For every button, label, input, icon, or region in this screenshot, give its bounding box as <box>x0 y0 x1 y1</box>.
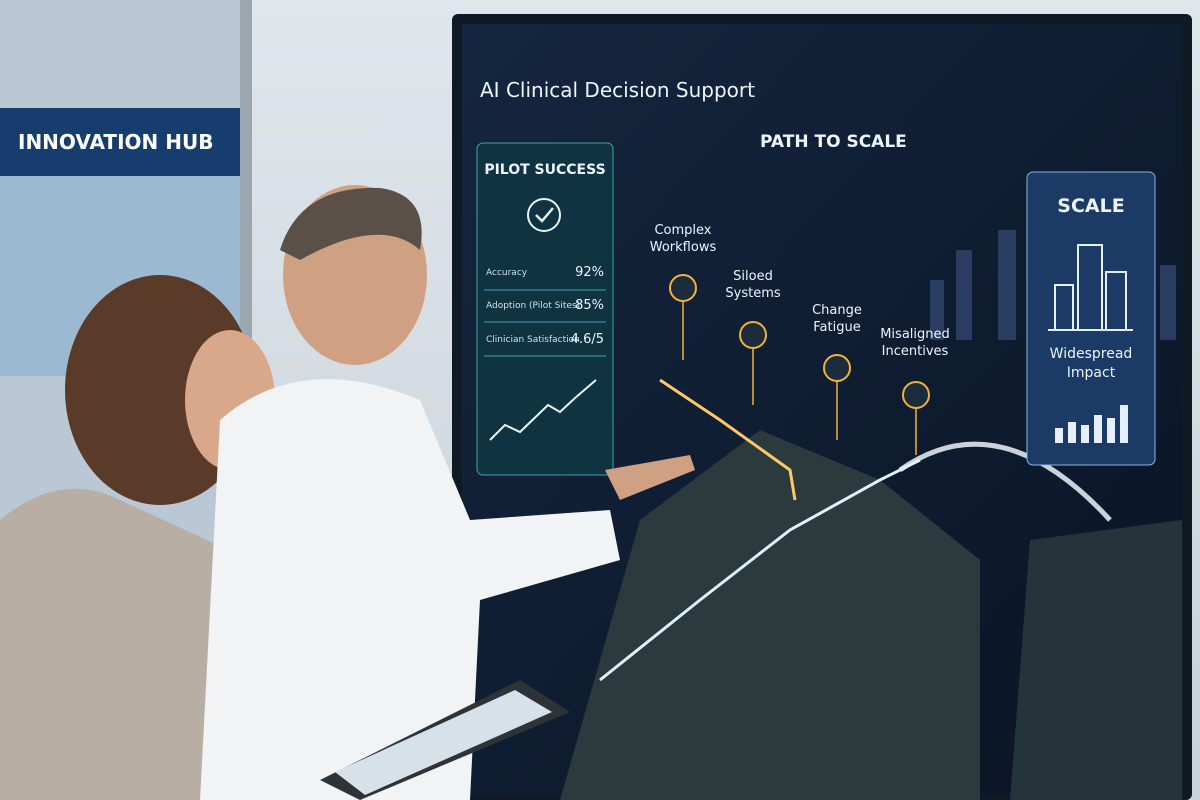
scale-subtitle: Widespread Impact <box>1049 346 1133 381</box>
tablet-screen <box>335 690 552 795</box>
barrier-label: Siloed Systems <box>725 269 781 301</box>
pilot-panel <box>476 142 614 476</box>
pilot-title: PILOT SUCCESS <box>484 162 606 178</box>
bridge <box>898 441 1112 522</box>
bars-icon <box>1055 405 1128 443</box>
metric-value: 85% <box>575 298 604 313</box>
screen-title: AI Clinical Decision Support <box>480 78 755 102</box>
barrier-label: Complex Workflows <box>649 223 717 255</box>
sign-board <box>0 108 240 176</box>
golden-path <box>659 378 797 501</box>
scale-panel <box>1026 171 1156 466</box>
metric-label: Clinician Satisfaction <box>486 335 580 345</box>
metric-dividers <box>484 289 606 357</box>
path-title: PATH TO SCALE <box>760 132 907 152</box>
doctor-coat <box>200 379 620 800</box>
metric-label: Adoption (Pilot Sites) <box>486 301 581 311</box>
barrier-pins <box>682 301 917 455</box>
city-skyline <box>930 230 1176 340</box>
doctor-hair <box>280 187 422 260</box>
metric-label: Accuracy <box>486 268 528 278</box>
scale-title: SCALE <box>1057 195 1125 217</box>
cliff-right <box>1010 520 1182 800</box>
metric-value: 92% <box>575 265 604 280</box>
barrier-label: Misaligned Incentives <box>880 327 950 359</box>
barrier-label: Change Fatigue <box>812 303 862 335</box>
buildings-icon <box>1048 244 1133 331</box>
doctor-hand <box>605 455 695 500</box>
barrier-icons <box>669 274 930 409</box>
metric-value: 4.6/5 <box>570 332 604 347</box>
cliff-left <box>560 430 980 800</box>
glowing-path <box>599 458 921 682</box>
check-icon <box>527 198 561 232</box>
check-mark <box>535 207 554 223</box>
sign-text: INNOVATION HUB <box>18 130 214 154</box>
sparkline <box>489 379 597 441</box>
